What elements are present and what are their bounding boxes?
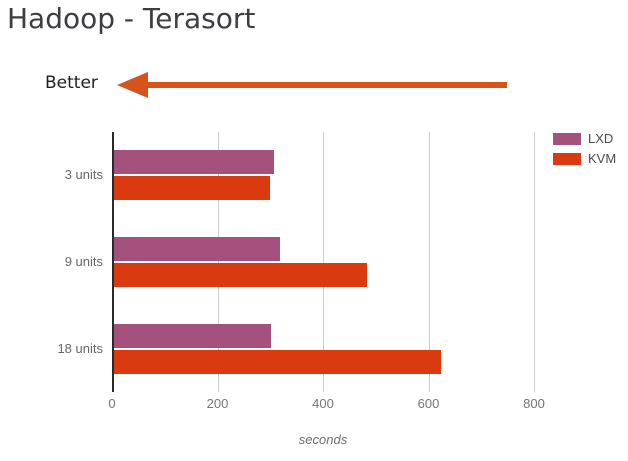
legend-item-lxd: LXD bbox=[553, 131, 616, 146]
category-label-9-units: 9 units bbox=[64, 254, 103, 269]
better-arrow-head-icon bbox=[117, 72, 148, 98]
bar-kvm-9-units bbox=[114, 263, 368, 287]
better-arrow-line bbox=[146, 82, 507, 88]
x-axis-title: seconds bbox=[298, 432, 348, 447]
gridline-200 bbox=[217, 132, 219, 392]
better-annotation-label: Better bbox=[45, 73, 98, 93]
bar-kvm-3-units bbox=[114, 176, 270, 201]
tick-label-200: 200 bbox=[206, 396, 229, 411]
tick-label-800: 800 bbox=[523, 396, 545, 411]
category-label-3-units: 3 units bbox=[64, 167, 103, 183]
legend-label-lxd: LXD bbox=[588, 131, 614, 146]
tick-label-400: 400 bbox=[312, 396, 334, 411]
gridline-600 bbox=[428, 132, 430, 392]
bar-lxd-18-units bbox=[114, 323, 272, 348]
tick-label-0: 0 bbox=[108, 396, 116, 411]
chart-title: Hadoop - Terasort bbox=[7, 2, 256, 35]
bar-lxd-9-units bbox=[114, 237, 281, 261]
plot-area bbox=[112, 132, 535, 392]
category-label-18-units: 18 units bbox=[57, 340, 103, 356]
legend-label-kvm: KVM bbox=[588, 151, 617, 166]
bar-kvm-18-units bbox=[114, 349, 442, 374]
gridline-800 bbox=[534, 132, 535, 392]
tick-label-600: 600 bbox=[417, 396, 440, 411]
y-axis-line bbox=[112, 132, 114, 392]
legend: LXD KVM bbox=[553, 131, 617, 172]
bar-lxd-3-units bbox=[114, 150, 274, 175]
legend-swatch-kvm bbox=[553, 152, 581, 165]
legend-swatch-lxd bbox=[553, 132, 581, 145]
legend-item-kvm: KVM bbox=[553, 151, 617, 166]
gridline-400 bbox=[323, 132, 324, 392]
